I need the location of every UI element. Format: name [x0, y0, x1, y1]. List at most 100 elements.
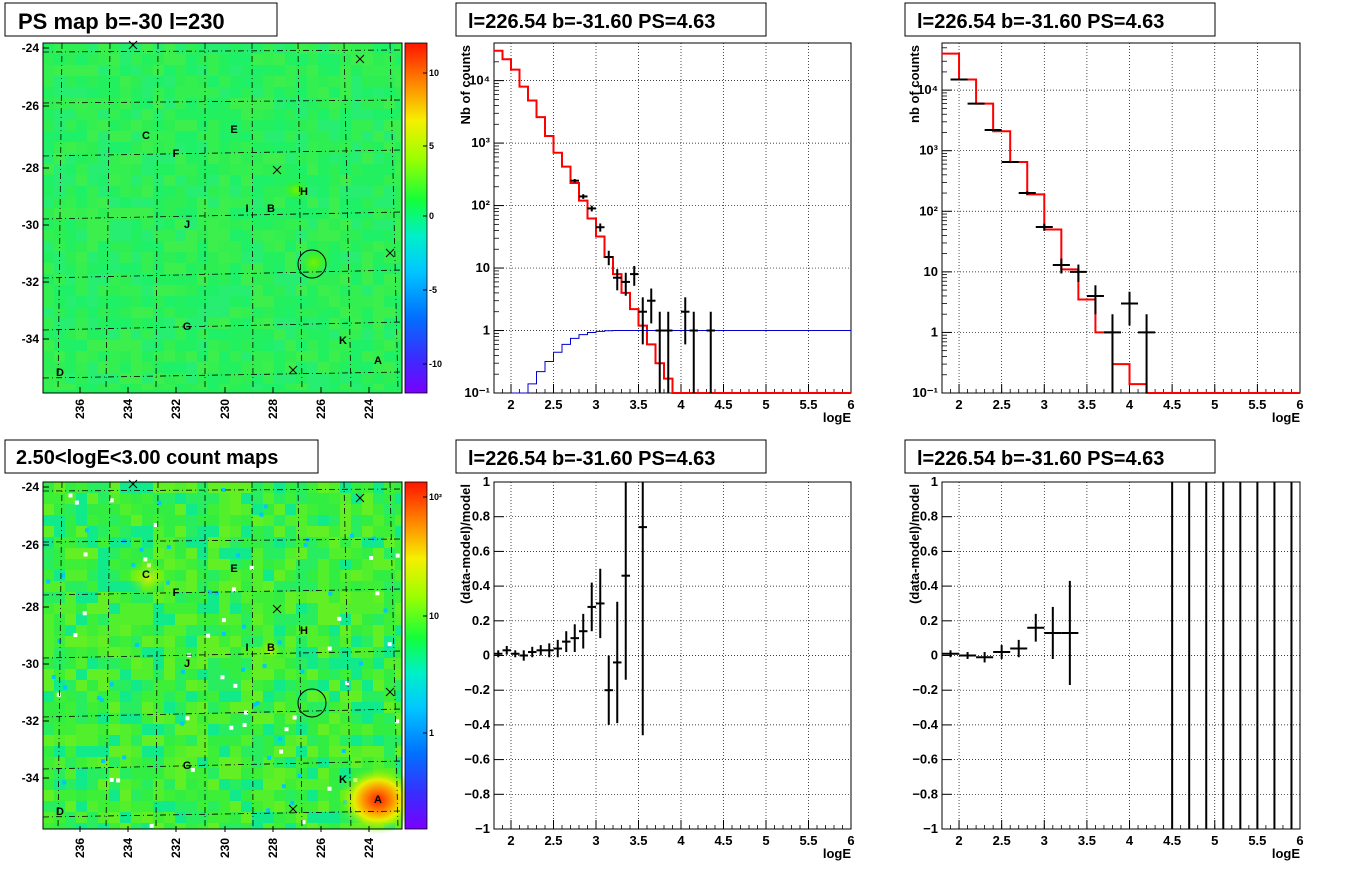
map-pixel — [230, 702, 241, 713]
map-pixel — [131, 713, 142, 724]
map-pixel — [164, 109, 175, 120]
map-pixel — [197, 823, 208, 829]
map-pixel — [109, 197, 120, 208]
map-pixel — [197, 581, 208, 592]
cross-mark — [385, 248, 395, 258]
map-pixel — [109, 175, 120, 186]
map-pixel — [197, 669, 208, 680]
map-pixel — [131, 812, 142, 823]
map-pixel — [208, 340, 219, 351]
map-pixel — [241, 559, 252, 570]
map-pixel — [164, 757, 175, 768]
map-pixel — [340, 43, 351, 54]
map-pixel — [43, 241, 54, 252]
map-pixel — [219, 515, 230, 526]
map-pixel — [142, 757, 153, 768]
map-pixel — [164, 691, 175, 702]
map-pixel — [340, 515, 351, 526]
map-pixel — [296, 241, 307, 252]
y-tick-label: -28 — [22, 600, 40, 614]
map-pixel — [362, 559, 373, 570]
map-pixel — [164, 76, 175, 87]
map-pixel — [285, 318, 296, 329]
map-pixel — [384, 76, 395, 87]
map-pixel — [284, 727, 289, 732]
map-pixel — [241, 351, 252, 362]
map-pixel — [65, 647, 76, 658]
map-pixel — [120, 43, 131, 54]
map-pixel — [384, 680, 395, 691]
map-pixel — [120, 713, 131, 724]
map-pixel — [116, 778, 121, 783]
map-pixel — [43, 384, 54, 390]
map-pixel — [197, 153, 208, 164]
map-pixel — [131, 647, 142, 658]
map-pixel — [329, 812, 340, 823]
map-pixel — [54, 757, 65, 768]
map-pixel — [373, 724, 384, 735]
map-pixel — [142, 548, 153, 559]
map-pixel — [175, 274, 186, 285]
x-tick-label: 2.5 — [993, 397, 1011, 412]
map-pixel — [219, 713, 230, 724]
map-pixel — [131, 142, 142, 153]
map-pixel — [263, 603, 274, 614]
map-pixel — [185, 716, 190, 721]
map-pixel — [197, 768, 208, 779]
map-pixel — [329, 658, 340, 669]
map-pixel — [252, 373, 263, 384]
map-pixel — [197, 197, 208, 208]
title-box — [455, 2, 767, 37]
map-pixel — [263, 592, 274, 603]
map-pixel — [197, 482, 208, 493]
map-pixel — [76, 823, 87, 829]
map-pixel — [175, 493, 186, 504]
map-pixel — [329, 581, 340, 592]
map-pixel — [285, 230, 296, 241]
map-pixel — [252, 823, 263, 829]
map-pixel — [362, 515, 373, 526]
map-pixel — [274, 581, 285, 592]
map-pixel — [318, 515, 329, 526]
map-pixel — [197, 307, 208, 318]
map-pixel — [208, 812, 219, 823]
palette-label: 1 — [429, 728, 434, 738]
map-pixel — [329, 493, 340, 504]
map-pixel — [362, 296, 373, 307]
map-pixel — [219, 43, 230, 54]
map-pixel — [197, 504, 208, 515]
y-tick-label: −1 — [923, 821, 938, 836]
map-pixel — [54, 219, 65, 230]
map-pixel — [307, 559, 318, 570]
map-pixel — [43, 274, 54, 285]
x-tick-label: 230 — [218, 399, 232, 419]
map-pixel — [175, 603, 186, 614]
map-pixel — [267, 756, 272, 761]
map-pixel — [230, 515, 241, 526]
map-pixel — [206, 633, 211, 638]
map-pixel — [142, 307, 153, 318]
map-pixel — [120, 76, 131, 87]
map-pixel — [197, 614, 208, 625]
map-pixel — [340, 142, 351, 153]
map-pixel — [153, 812, 164, 823]
map-pixel — [230, 603, 241, 614]
map-pixel — [43, 614, 54, 625]
map-pixel — [263, 109, 274, 120]
map-pixel — [87, 691, 98, 702]
map-pixel — [230, 120, 241, 131]
map-pixel — [175, 285, 186, 296]
map-pixel — [219, 296, 230, 307]
map-pixel — [373, 197, 384, 208]
map-pixel — [208, 768, 219, 779]
y-tick-label: −0.2 — [912, 682, 938, 697]
map-pixel — [120, 559, 131, 570]
map-pixel — [230, 65, 241, 76]
map-pixel — [186, 230, 197, 241]
map-pixel — [65, 362, 76, 373]
map-pixel — [175, 241, 186, 252]
map-pixel — [362, 351, 373, 362]
map-pixel — [109, 482, 120, 493]
y-tick-label: −0.6 — [464, 752, 490, 767]
